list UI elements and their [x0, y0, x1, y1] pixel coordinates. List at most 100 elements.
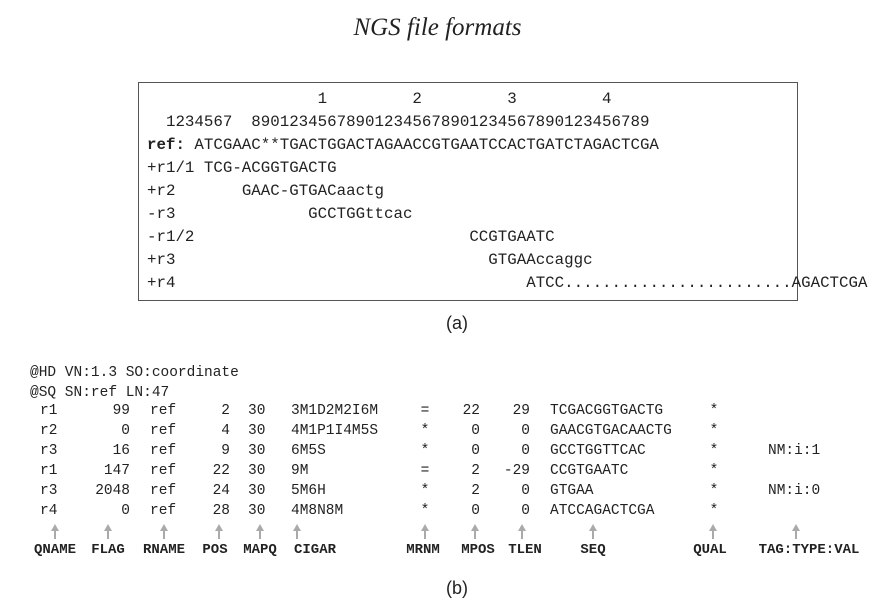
arrow-head — [215, 524, 223, 531]
figure-title: NGS file formats — [353, 14, 522, 41]
arrow-head — [709, 524, 717, 531]
arrow-stem — [424, 531, 426, 539]
sam-cell-qual: * — [709, 403, 719, 419]
sam-cell-seq: GAACGTGACAACTG — [550, 423, 672, 439]
read-label-pad — [175, 274, 194, 292]
sam-cell-cigar: 9M — [291, 463, 309, 479]
sam-cell-qual: * — [709, 443, 719, 459]
read-sequence: GAAC-GTGACaactg — [194, 182, 385, 200]
sam-cell-flag: 0 — [121, 423, 130, 439]
read-row: +r1/1 TCG-ACGGTGACTG — [147, 157, 337, 180]
field-label: MPOS — [461, 542, 495, 558]
caption-a: (a) — [446, 313, 468, 333]
sam-cell-pos: 2 — [221, 403, 230, 419]
arrow-stem — [474, 531, 476, 539]
sam-cell-mapq: 30 — [248, 463, 266, 479]
read-label-pad — [175, 251, 194, 269]
read-sequence: CCGTGAATC — [194, 228, 555, 246]
field-label: SEQ — [580, 542, 606, 558]
field-label: QNAME — [33, 542, 77, 558]
sam-cell-flag: 147 — [103, 463, 130, 479]
sam-cell-qname: r4 — [40, 503, 58, 519]
read-label-pad — [175, 182, 194, 200]
sam-cell-cigar: 5M6H — [291, 483, 326, 499]
sam-cell-mapq: 30 — [248, 423, 266, 439]
ref-row: ref: ATCGAAC**TGACTGGACTAGAACCGTGAATCCAC… — [147, 134, 659, 157]
field-label: MRNM — [406, 542, 440, 558]
sam-cell-pos: 22 — [212, 463, 230, 479]
sam-cell-seq: GTGAA — [550, 483, 594, 499]
sam-cell-mpos: 2 — [471, 483, 480, 499]
sam-cell-tlen: -29 — [503, 463, 530, 479]
field-label: TAG:TYPE:VAL — [758, 542, 860, 558]
read-label: -r1/2 — [147, 228, 195, 246]
arrow-head — [792, 524, 800, 531]
read-label: +r1/1 — [147, 159, 195, 177]
arrow-stem — [259, 531, 261, 539]
sam-cell-cigar: 6M5S — [291, 443, 326, 459]
sam-cell-rname: ref — [150, 423, 177, 439]
sam-cell-mpos: 0 — [471, 423, 480, 439]
sam-cell-seq: CCGTGAATC — [550, 463, 629, 479]
sam-cell-flag: 0 — [121, 503, 130, 519]
read-label: +r2 — [147, 182, 176, 200]
arrow-stem — [795, 531, 797, 539]
field-label: MAPQ — [243, 542, 277, 558]
read-sequence: GTGAAccaggc — [194, 251, 593, 269]
sam-cell-mapq: 30 — [248, 503, 266, 519]
read-row: -r1/2 CCGTGAATC — [147, 226, 555, 249]
read-label: +r4 — [147, 274, 176, 292]
sam-cell-rname: ref — [150, 403, 177, 419]
sam-cell-pos: 24 — [212, 483, 230, 499]
sam-cell-qname: r3 — [40, 443, 58, 459]
sam-cell-mrnm: * — [420, 443, 430, 459]
sam-cell-seq: GCCTGGTTCAC — [550, 443, 646, 459]
sam-cell-mrnm: * — [420, 503, 430, 519]
read-sequence: TCG-ACGGTGACTG — [194, 159, 337, 177]
arrow-stem — [163, 531, 165, 539]
field-label: QUAL — [693, 542, 727, 558]
sam-cell-qual: * — [709, 503, 719, 519]
arrow-stem — [296, 531, 298, 539]
arrow-head — [51, 524, 59, 531]
sam-cell-seq: TCGACGGTGACTG — [550, 403, 664, 419]
alignment-panel: 1 2 3 4 1234567 890123456789012345678901… — [138, 82, 867, 301]
sam-cell-mrnm: = — [420, 403, 430, 419]
sam-cell-flag: 99 — [112, 403, 130, 419]
arrow-stem — [592, 531, 594, 539]
field-label: TLEN — [508, 542, 542, 558]
sam-cell-mrnm: = — [420, 463, 430, 479]
arrow-stem — [712, 531, 714, 539]
ref-label: ref: — [147, 136, 185, 154]
sam-cell-cigar: 4M8N8M — [291, 503, 344, 519]
sam-header-sq: @SQ SN:ref LN:47 — [30, 385, 170, 401]
sam-cell-rname: ref — [150, 463, 177, 479]
ruler-units: 1234567 89012345678901234567890123456789… — [147, 113, 650, 131]
sam-cell-rname: ref — [150, 503, 177, 519]
read-label-pad — [175, 205, 194, 223]
read-row: +r4 ATCC........................AGACTCGA — [147, 272, 867, 295]
arrow-stem — [107, 531, 109, 539]
sam-cell-pos: 4 — [221, 423, 230, 439]
sam-cell-qual: * — [709, 423, 719, 439]
sam-cell-cigar: 3M1D2M2I6M — [291, 403, 379, 419]
read-row: -r3 GCCTGGttcac — [147, 203, 412, 226]
ref-sequence: ATCGAAC**TGACTGGACTAGAACCGTGAATCCACTGATC… — [184, 136, 659, 154]
sam-cell-rname: ref — [150, 443, 177, 459]
read-row: +r2 GAAC-GTGACaactg — [147, 180, 384, 203]
field-label: FLAG — [91, 542, 125, 558]
ruler-tens: 1 2 3 4 — [147, 90, 612, 108]
sam-cell-tlen: 0 — [521, 503, 530, 519]
sam-cell-tlen: 29 — [512, 403, 530, 419]
field-label: CIGAR — [293, 542, 337, 558]
sam-cell-mrnm: * — [420, 483, 430, 499]
read-label: -r3 — [147, 205, 176, 223]
arrow-head — [421, 524, 429, 531]
sam-cell-tlen: 0 — [521, 483, 530, 499]
arrow-stem — [54, 531, 56, 539]
sam-cell-mapq: 30 — [248, 483, 266, 499]
sam-cell-mapq: 30 — [248, 443, 266, 459]
field-label: POS — [202, 542, 228, 558]
sam-cell-mrnm: * — [420, 423, 430, 439]
sam-cell-mpos: 22 — [462, 403, 480, 419]
